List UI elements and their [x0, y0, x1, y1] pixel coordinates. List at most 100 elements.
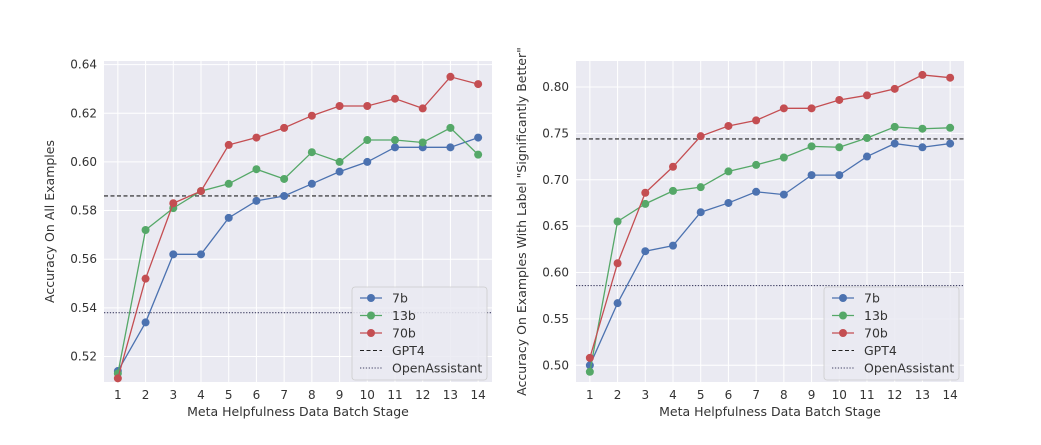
- data-point-7b: [779, 190, 788, 199]
- series-line-13b: [589, 126, 951, 372]
- x-tick-label: 4: [669, 388, 677, 402]
- data-point-7b: [474, 133, 483, 142]
- data-point-70b: [807, 104, 816, 113]
- x-tick-label: 11: [859, 388, 874, 402]
- x-tick-label: 12: [415, 388, 430, 402]
- legend-label: GPT4: [392, 343, 425, 358]
- y-axis-label: Accuracy On All Examples: [42, 140, 57, 303]
- data-point-70b: [307, 111, 316, 120]
- data-point-7b: [724, 198, 733, 207]
- data-point-70b: [391, 94, 399, 103]
- data-point-7b: [669, 241, 677, 250]
- legend-label: 70b: [392, 326, 416, 341]
- legend-marker-13b: [839, 311, 847, 320]
- x-tick-label: 2: [142, 388, 150, 402]
- data-point-7b: [280, 191, 289, 200]
- data-point-7b: [807, 171, 816, 180]
- y-tick-label: 0.65: [542, 219, 569, 233]
- y-tick-label: 0.60: [542, 266, 569, 280]
- data-point-7b: [613, 299, 622, 308]
- data-point-13b: [307, 148, 316, 157]
- data-point-13b: [418, 138, 427, 147]
- data-point-70b: [752, 116, 761, 125]
- data-point-7b: [946, 139, 955, 148]
- x-axis-label: Meta Helpfulness Data Batch Stage: [659, 404, 881, 419]
- x-tick-label: 8: [308, 388, 316, 402]
- data-point-13b: [391, 136, 399, 145]
- data-point-13b: [890, 122, 899, 131]
- data-point-7b: [918, 143, 927, 152]
- data-point-13b: [224, 179, 233, 188]
- y-tick-label: 0.60: [70, 155, 97, 169]
- x-tick-label: 6: [725, 388, 733, 402]
- data-point-13b: [807, 142, 816, 151]
- chart-right: 1 2 3 4 5 6 7 8 9 10 11 12 13 140.500.550.600.650.700…: [514, 47, 964, 419]
- data-point-13b: [363, 136, 372, 145]
- legend-label: OpenAssistant: [392, 361, 482, 376]
- data-point-70b: [418, 104, 427, 113]
- x-tick-label: 1: [114, 388, 122, 402]
- data-point-7b: [252, 196, 261, 205]
- series-line-13b: [117, 127, 479, 374]
- series-line-70b: [589, 74, 951, 359]
- series-line-70b: [117, 76, 479, 379]
- chart-left: 1 2 3 4 5 6 7 8 9 10 11 12 13 140.520.540.560.580.600…: [42, 58, 492, 419]
- x-tick-label: 11: [387, 388, 402, 402]
- data-point-70b: [613, 259, 622, 268]
- y-axis-label: Accuracy On Examples With Label "Signifi…: [514, 47, 529, 396]
- data-point-7b: [141, 318, 150, 327]
- x-tick-label: 12: [887, 388, 902, 402]
- y-tick-label: 0.50: [542, 358, 569, 372]
- x-tick-label: 7: [280, 388, 288, 402]
- data-point-70b: [641, 188, 650, 197]
- data-point-70b: [335, 101, 344, 110]
- data-point-70b: [918, 70, 927, 79]
- data-point-70b: [863, 91, 871, 100]
- legend-marker-70b: [839, 329, 847, 337]
- y-tick-label: 0.80: [542, 80, 569, 94]
- y-tick-label: 0.55: [542, 312, 569, 326]
- x-tick-label: 9: [336, 388, 344, 402]
- data-point-7b: [391, 143, 399, 152]
- legend: 7b 13b 70b GPT4 OpenAssistant: [351, 286, 488, 381]
- data-point-70b: [669, 162, 677, 171]
- x-tick-label: 10: [832, 388, 847, 402]
- data-point-13b: [641, 199, 650, 208]
- x-tick-label: 13: [915, 388, 930, 402]
- data-point-13b: [724, 167, 733, 176]
- data-point-13b: [918, 124, 927, 133]
- data-point-70b: [141, 274, 150, 283]
- data-point-70b: [363, 101, 372, 110]
- data-point-13b: [280, 174, 289, 183]
- data-point-7b: [890, 139, 899, 148]
- data-point-70b: [113, 374, 122, 383]
- x-tick-label: 14: [471, 388, 486, 402]
- data-point-7b: [446, 143, 455, 152]
- x-tick-label: 3: [169, 388, 177, 402]
- data-point-13b: [252, 165, 261, 174]
- data-point-13b: [946, 123, 955, 132]
- x-tick-label: 7: [752, 388, 760, 402]
- x-tick-label: 3: [641, 388, 649, 402]
- data-point-70b: [724, 121, 733, 130]
- data-point-70b: [474, 80, 483, 89]
- x-tick-label: 8: [780, 388, 788, 402]
- x-tick-label: 13: [443, 388, 458, 402]
- data-point-7b: [197, 250, 205, 259]
- data-point-7b: [335, 167, 344, 176]
- legend-label: 13b: [864, 308, 888, 323]
- y-tick-label: 0.54: [70, 301, 97, 315]
- data-point-13b: [863, 134, 871, 143]
- legend-marker-7b: [367, 294, 375, 302]
- data-point-70b: [585, 353, 594, 362]
- x-tick-label: 1: [586, 388, 594, 402]
- data-point-70b: [946, 73, 955, 82]
- y-tick-label: 0.56: [70, 252, 97, 266]
- data-point-70b: [890, 84, 899, 93]
- y-tick-label: 0.52: [70, 349, 97, 363]
- data-point-70b: [252, 133, 261, 142]
- x-tick-label: 5: [225, 388, 233, 402]
- data-point-13b: [141, 226, 150, 235]
- data-point-13b: [446, 123, 455, 132]
- y-tick-label: 0.70: [542, 173, 569, 187]
